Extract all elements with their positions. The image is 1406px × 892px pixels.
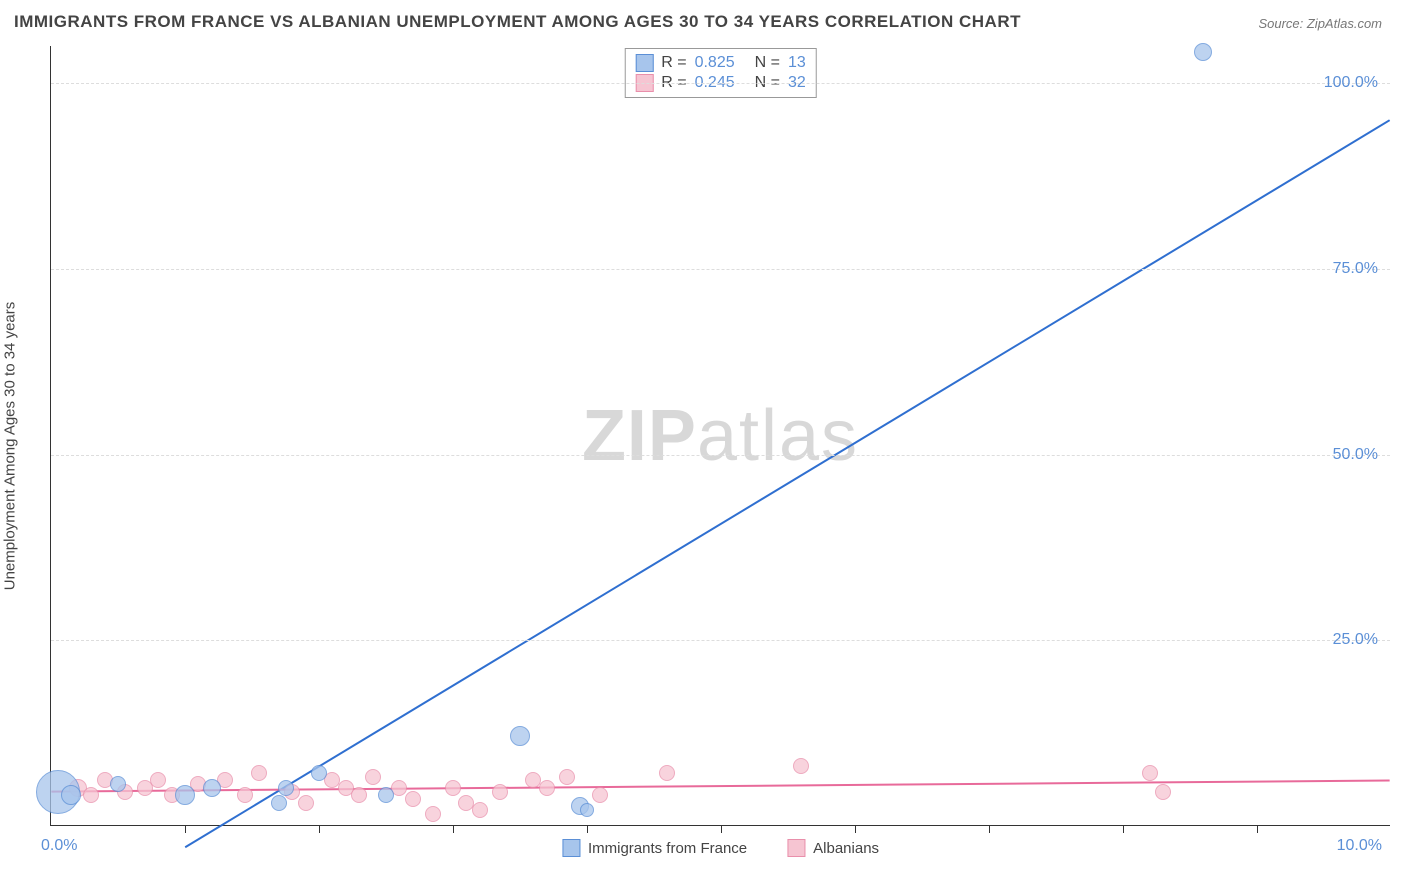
data-point	[203, 779, 221, 797]
chart-svg	[51, 46, 1390, 825]
data-point	[592, 787, 608, 803]
swatch-france-icon	[562, 839, 580, 857]
x-tick	[319, 825, 320, 833]
data-point	[492, 784, 508, 800]
x-tick	[855, 825, 856, 833]
regression-line	[51, 780, 1389, 791]
data-point	[510, 726, 530, 746]
legend-label-france: Immigrants from France	[588, 840, 747, 857]
data-point	[539, 780, 555, 796]
data-point	[793, 758, 809, 774]
grid-line	[51, 83, 1390, 84]
data-point	[580, 803, 594, 817]
swatch-albanians-icon	[787, 839, 805, 857]
data-point	[559, 769, 575, 785]
r-value-france: 0.825	[695, 54, 735, 72]
r-label: R =	[661, 54, 686, 72]
n-value-france: 13	[788, 54, 806, 72]
x-tick	[185, 825, 186, 833]
chart-title: IMMIGRANTS FROM FRANCE VS ALBANIAN UNEMP…	[14, 12, 1021, 32]
legend-label-albanians: Albanians	[813, 840, 879, 857]
data-point	[61, 785, 81, 805]
data-point	[472, 802, 488, 818]
data-point	[311, 765, 327, 781]
regression-line	[185, 120, 1389, 847]
legend-row-france: R = 0.825 N = 13	[635, 53, 806, 73]
data-point	[1142, 765, 1158, 781]
data-point	[425, 806, 441, 822]
series-legend: Immigrants from France Albanians	[562, 839, 879, 857]
data-point	[445, 780, 461, 796]
y-tick-label: 50.0%	[1333, 446, 1378, 464]
data-point	[150, 772, 166, 788]
y-tick-label: 25.0%	[1333, 631, 1378, 649]
data-point	[659, 765, 675, 781]
grid-line	[51, 455, 1390, 456]
x-tick	[989, 825, 990, 833]
source-attribution: Source: ZipAtlas.com	[1258, 16, 1382, 31]
legend-item-france: Immigrants from France	[562, 839, 747, 857]
data-point	[351, 787, 367, 803]
legend-item-albanians: Albanians	[787, 839, 879, 857]
x-tick	[721, 825, 722, 833]
correlation-legend: R = 0.825 N = 13 R = 0.245 N = 32	[624, 48, 817, 98]
x-tick	[1123, 825, 1124, 833]
swatch-france	[635, 54, 653, 72]
data-point	[271, 795, 287, 811]
y-tick-label: 75.0%	[1333, 260, 1378, 278]
data-point	[405, 791, 421, 807]
x-tick	[1257, 825, 1258, 833]
x-tick	[587, 825, 588, 833]
data-point	[251, 765, 267, 781]
data-point	[110, 776, 126, 792]
x-tick	[453, 825, 454, 833]
data-point	[378, 787, 394, 803]
data-point	[365, 769, 381, 785]
x-max-label: 10.0%	[1337, 837, 1382, 855]
data-point	[278, 780, 294, 796]
y-tick-label: 100.0%	[1324, 74, 1378, 92]
grid-line	[51, 640, 1390, 641]
n-label: N =	[755, 54, 780, 72]
x-origin-label: 0.0%	[41, 837, 77, 855]
data-point	[1155, 784, 1171, 800]
data-point	[237, 787, 253, 803]
data-point	[1194, 43, 1212, 61]
data-point	[298, 795, 314, 811]
data-point	[83, 787, 99, 803]
data-point	[175, 785, 195, 805]
plot-area: ZIPatlas R = 0.825 N = 13 R = 0.245 N = …	[50, 46, 1390, 826]
y-axis-label: Unemployment Among Ages 30 to 34 years	[2, 302, 19, 591]
grid-line	[51, 269, 1390, 270]
